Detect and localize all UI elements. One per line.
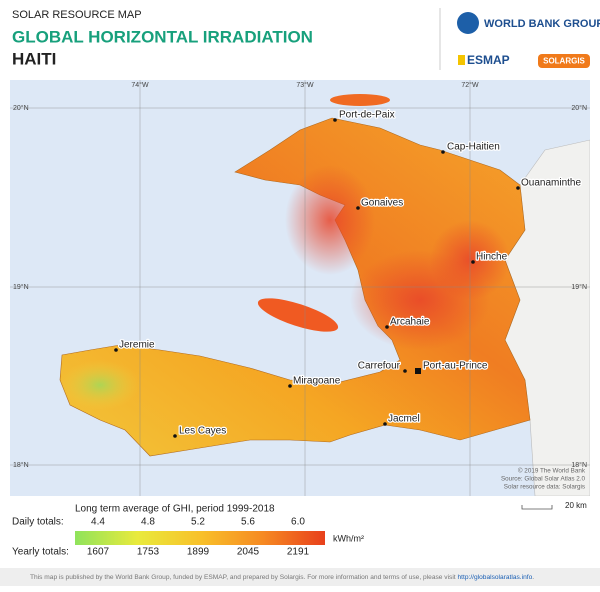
place-label: Carrefour bbox=[358, 361, 401, 372]
credit: Solar resource data: Solargis bbox=[504, 484, 585, 491]
footer-bar bbox=[0, 568, 600, 586]
place-label: Cap-Haitien bbox=[447, 142, 500, 153]
scale-bar bbox=[521, 505, 553, 510]
footer-end: . bbox=[532, 574, 534, 581]
overline: SOLAR RESOURCE MAP bbox=[12, 9, 142, 21]
place-marker bbox=[383, 422, 387, 426]
esmap-logo: ESMAP bbox=[467, 53, 510, 67]
yearly-label: Yearly totals: bbox=[12, 547, 69, 558]
tortuga-island bbox=[330, 94, 390, 106]
solargis-badge bbox=[538, 54, 590, 68]
latitude-label: 20°N bbox=[571, 104, 587, 112]
place-marker bbox=[471, 260, 475, 264]
yearly-tick: 1607 bbox=[87, 547, 110, 558]
graticule bbox=[10, 80, 590, 496]
place-label: Arcahaie bbox=[390, 317, 430, 328]
world-bank-icon bbox=[457, 12, 479, 34]
esmap-icon bbox=[458, 55, 465, 65]
latitude-label: 19°N bbox=[571, 283, 587, 291]
hot-zone bbox=[285, 165, 375, 275]
daily-tick: 6.0 bbox=[291, 517, 305, 528]
yearly-tick: 2045 bbox=[237, 547, 260, 558]
daily-tick: 4.4 bbox=[91, 517, 105, 528]
color-scale bbox=[75, 531, 325, 545]
place-label: Gonaives bbox=[361, 198, 403, 209]
place-marker bbox=[114, 348, 118, 352]
yearly-tick: 2191 bbox=[287, 547, 310, 558]
latitude-label: 20°N bbox=[13, 104, 29, 112]
legend-ticks: 4.4 4.8 5.2 5.6 6.0 1607 1753 1899 2045 2191 bbox=[87, 517, 310, 558]
cool-zone bbox=[60, 360, 140, 410]
place-marker bbox=[173, 434, 177, 438]
map-labels: 74°W 73°W 72°W 20°N 20°N 19°N 19°N 18°N 18°N Port… bbox=[13, 81, 587, 491]
place-label: Port-au-Prince bbox=[423, 361, 488, 372]
gonave-island bbox=[257, 298, 339, 332]
place-marker bbox=[516, 186, 520, 190]
daily-tick: 5.2 bbox=[191, 517, 205, 528]
footer-link[interactable]: http://globalsolaratlas.info bbox=[457, 574, 532, 581]
place-marker bbox=[288, 384, 292, 388]
capital-marker bbox=[415, 368, 421, 374]
map bbox=[10, 80, 590, 496]
credit: Source: Global Solar Atlas 2.0 bbox=[501, 476, 586, 483]
yearly-tick: 1753 bbox=[137, 547, 160, 558]
daily-label: Daily totals: bbox=[12, 517, 64, 528]
latitude-label: 18°N bbox=[571, 461, 587, 469]
place-marker bbox=[333, 118, 337, 122]
title: GLOBAL HORIZONTAL IRRADIATION bbox=[12, 27, 313, 46]
place-label: Miragoane bbox=[293, 376, 341, 387]
credit: © 2019 The World Bank bbox=[518, 467, 586, 475]
world-bank-logo: WORLD BANK GROUP bbox=[484, 18, 600, 30]
latitude-label: 19°N bbox=[13, 283, 29, 291]
place-marker bbox=[385, 325, 389, 329]
place-label: Port-de-Paix bbox=[339, 110, 395, 121]
daily-tick: 5.6 bbox=[241, 517, 255, 528]
footer: This map is published by the World Bank … bbox=[30, 574, 534, 581]
latitude-label: 18°N bbox=[13, 461, 29, 469]
scale-label: 20 km bbox=[565, 501, 587, 510]
place-marker bbox=[356, 206, 360, 210]
place-label: Hinche bbox=[476, 252, 508, 263]
unit: kWh/m² bbox=[333, 533, 364, 543]
country: HAITI bbox=[12, 49, 56, 68]
place-label: Les Cayes bbox=[179, 426, 226, 437]
legend-title: Long term average of GHI, period 1999-20… bbox=[75, 504, 275, 515]
place-label: Jacmel bbox=[388, 414, 420, 425]
place-label: Jeremie bbox=[119, 340, 155, 351]
place-label: Ouanaminthe bbox=[521, 178, 581, 189]
daily-tick: 4.8 bbox=[141, 517, 155, 528]
longitude-label: 73°W bbox=[296, 81, 314, 89]
footer-text: This map is published by the World Bank … bbox=[30, 574, 456, 581]
solargis-logo: SOLARGIS bbox=[543, 57, 585, 66]
longitude-label: 74°W bbox=[131, 81, 149, 89]
longitude-label: 72°W bbox=[461, 81, 479, 89]
place-marker bbox=[403, 369, 407, 373]
yearly-tick: 1899 bbox=[187, 547, 210, 558]
place-marker bbox=[441, 150, 445, 154]
